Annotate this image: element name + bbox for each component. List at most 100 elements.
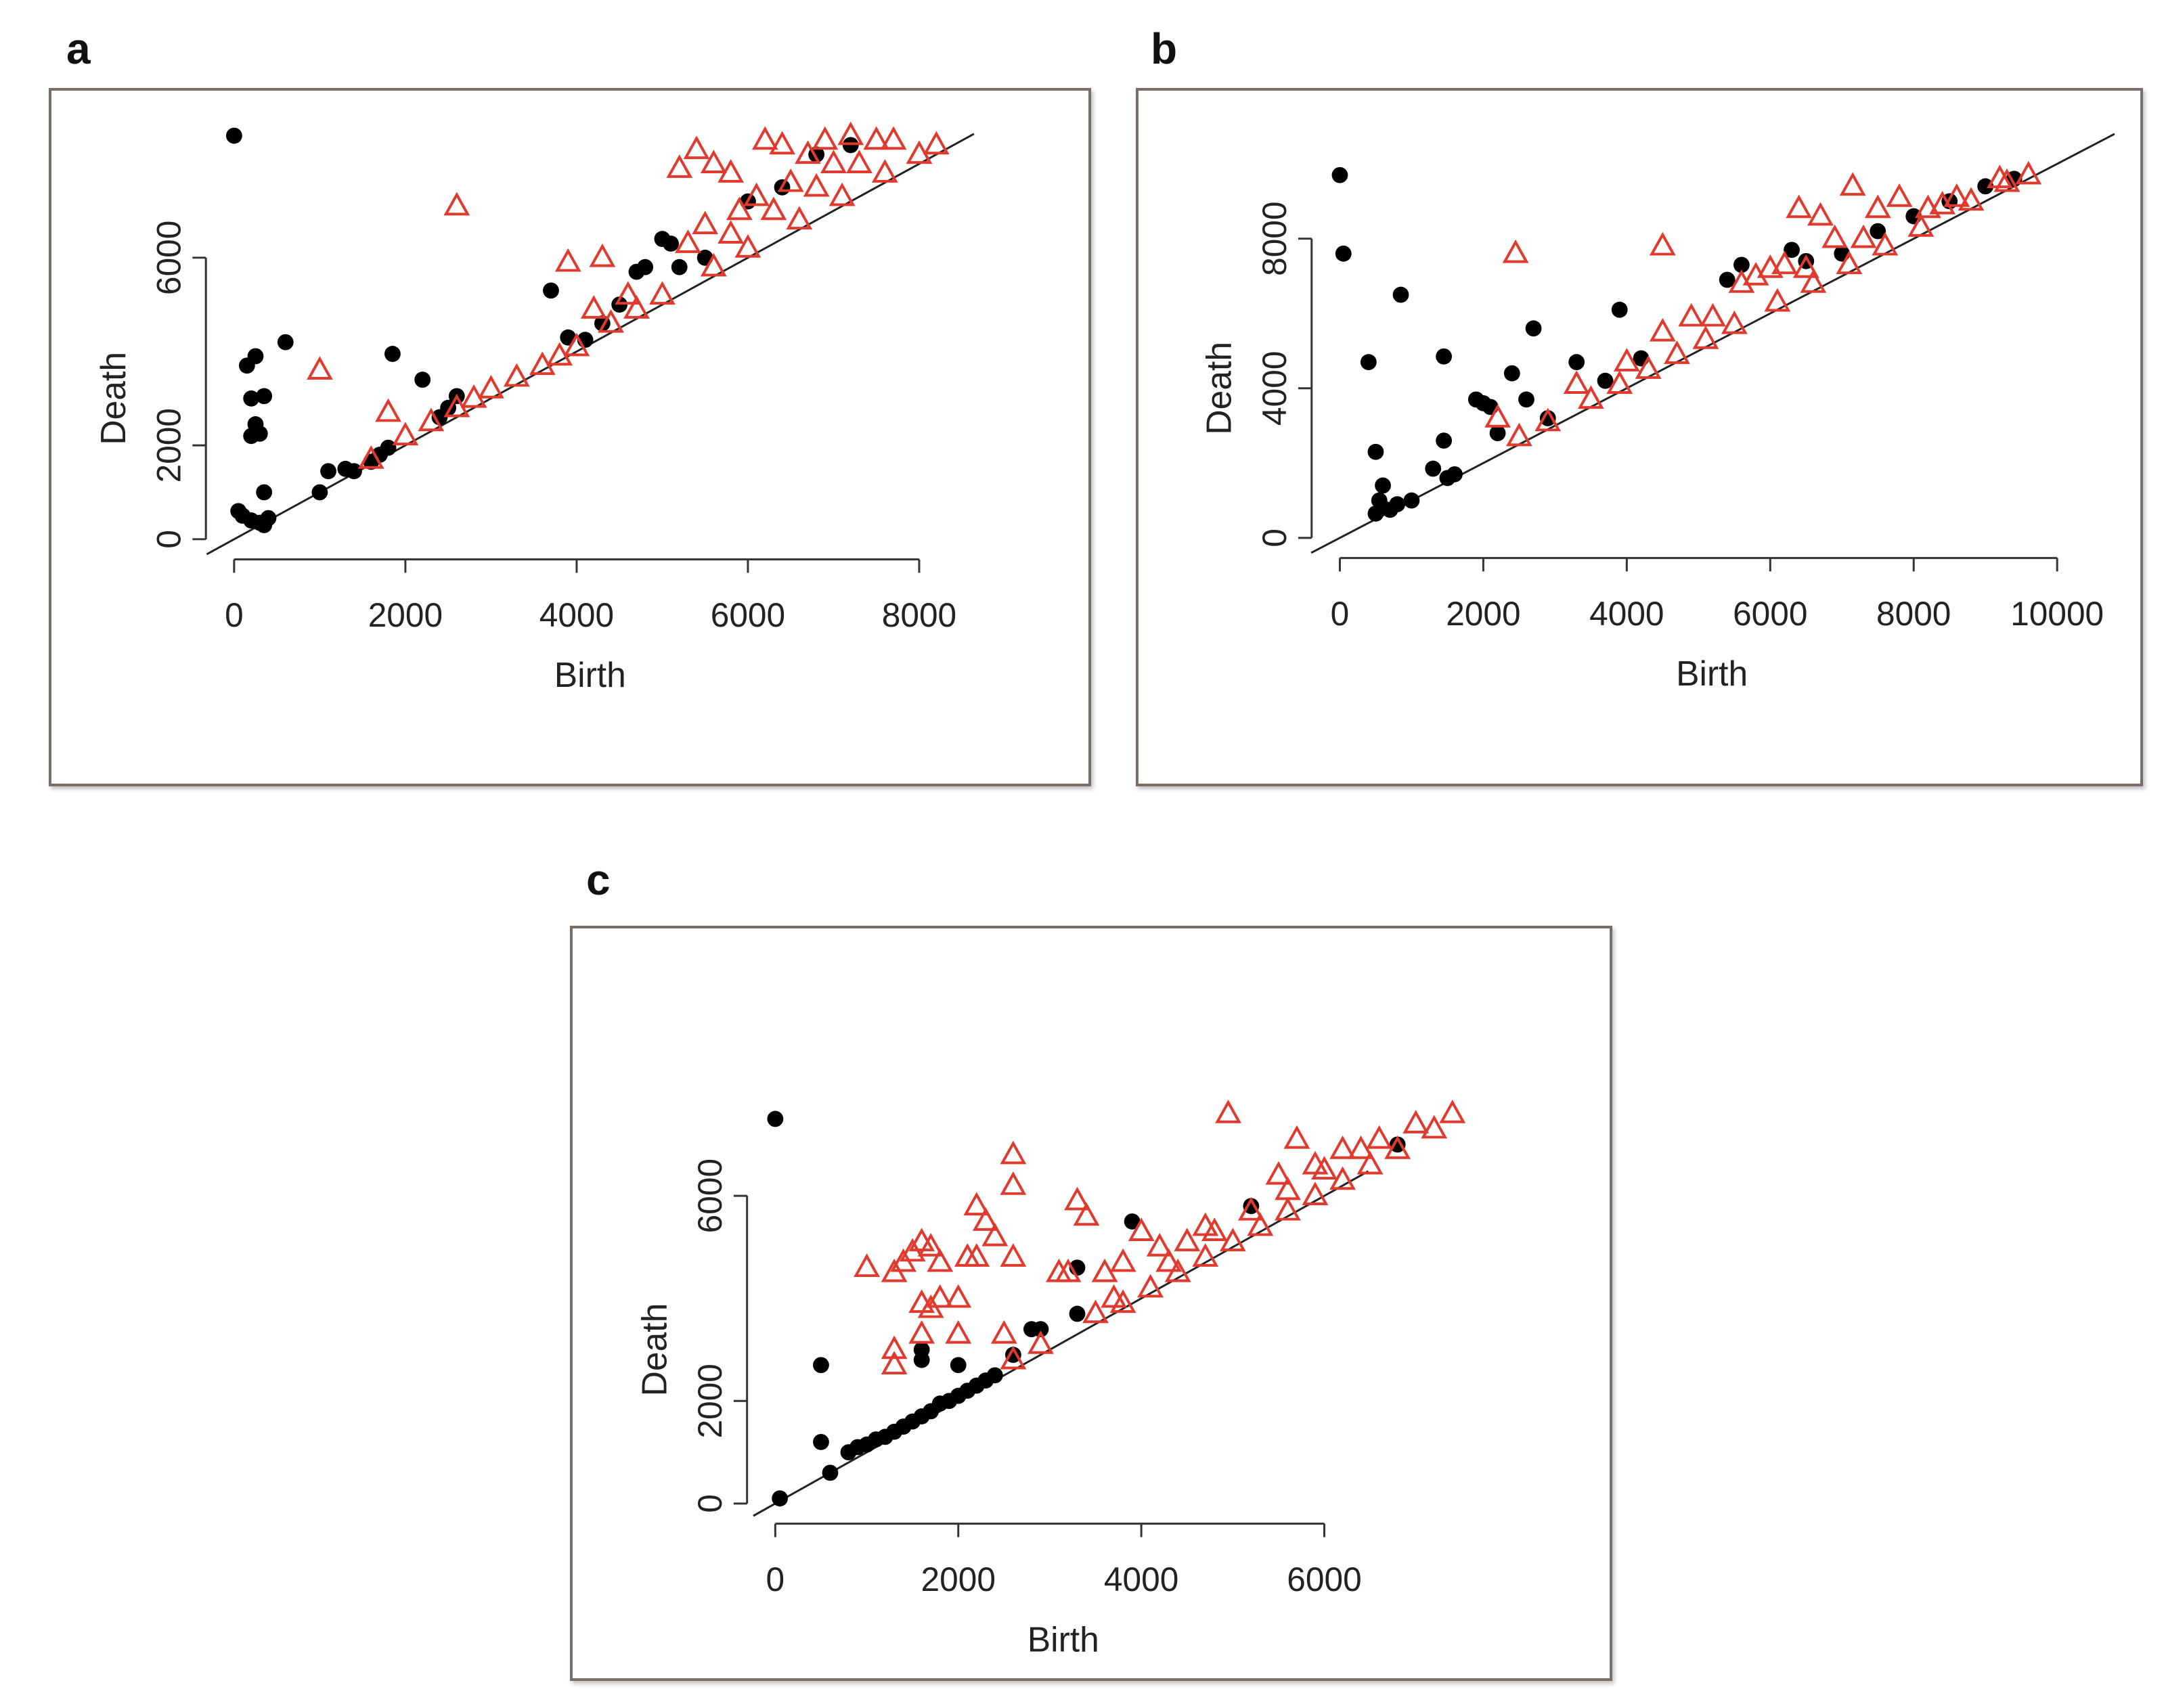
- data-point-triangle-c: [1439, 1099, 1466, 1123]
- data-point-triangle-c: [1000, 1243, 1027, 1267]
- data-point-circle-c: [1004, 1347, 1021, 1363]
- data-point-triangle-c: [881, 1335, 908, 1359]
- data-point-triangle-c: [1356, 1150, 1384, 1175]
- data-point-circle-c: [986, 1367, 1003, 1384]
- x-tick-label-c: 6000: [1287, 1560, 1361, 1598]
- data-point-circle-b: [1568, 354, 1585, 370]
- x-tick-label-a: 0: [225, 596, 244, 634]
- data-point-triangle-c: [1201, 1217, 1228, 1241]
- data-point-circle-a: [663, 235, 679, 252]
- x-tick-label-b: 10000: [2010, 595, 2104, 633]
- data-point-triangle-b: [1721, 310, 1748, 334]
- data-point-triangle-a: [649, 281, 676, 305]
- data-point-circle-c: [1124, 1213, 1141, 1230]
- data-point-circle-b: [1335, 245, 1352, 262]
- data-point-triangle-c: [945, 1320, 972, 1344]
- data-point-circle-c: [772, 1490, 789, 1507]
- data-point-circle-a: [256, 484, 273, 501]
- data-point-circle-a: [277, 334, 294, 351]
- data-point-triangle-a: [375, 398, 402, 422]
- data-point-circle-a: [671, 259, 688, 275]
- chart-frame-b: 0 2000 4000 6000 8000 10000 0 4000 8000 Birth Deat…: [1136, 88, 2143, 786]
- data-point-triangle-c: [1366, 1125, 1393, 1149]
- data-point-triangle-a: [820, 150, 847, 173]
- data-point-triangle-a: [717, 159, 745, 183]
- x-axis-label-b: Birth: [1676, 654, 1748, 693]
- x-tick-label-c: 4000: [1104, 1560, 1178, 1598]
- data-point-circle-b: [1611, 301, 1628, 318]
- data-point-triangle-b: [1577, 385, 1604, 409]
- data-point-triangle-b: [1886, 183, 1913, 207]
- data-point-triangle-c: [963, 1243, 990, 1267]
- data-point-triangle-c: [972, 1207, 999, 1231]
- data-point-triangle-a: [880, 126, 907, 150]
- x-tick-label-a: 8000: [882, 596, 956, 634]
- data-point-triangle-c: [881, 1351, 908, 1375]
- data-point-circle-b: [1375, 477, 1391, 494]
- data-point-triangle-a: [923, 131, 950, 155]
- data-point-circle-b: [1733, 256, 1750, 273]
- data-point-circle-a: [380, 439, 397, 456]
- data-point-triangle-a: [392, 422, 419, 446]
- data-point-triangle-a: [837, 121, 864, 145]
- data-point-triangle-a: [666, 154, 693, 178]
- data-point-triangle-c: [1384, 1135, 1411, 1159]
- data-point-triangle-b: [1534, 407, 1562, 432]
- x-tick-label-a: 4000: [539, 596, 614, 634]
- x-tick-label-b: 6000: [1733, 595, 1807, 633]
- data-point-triangle-b: [1943, 183, 1970, 207]
- data-point-circle-a: [637, 259, 654, 275]
- data-point-triangle-c: [908, 1320, 935, 1344]
- data-point-triangle-c: [945, 1284, 972, 1308]
- data-point-triangle-c: [1283, 1125, 1310, 1149]
- data-point-triangle-c: [1000, 1345, 1027, 1370]
- data-point-circle-b: [1392, 286, 1409, 303]
- data-point-triangle-c: [917, 1294, 944, 1318]
- data-point-triangle-a: [615, 281, 642, 305]
- x-tick-label-b: 0: [1331, 595, 1350, 633]
- y-tick-label-c: 2000: [691, 1364, 729, 1438]
- data-point-circle-a: [346, 463, 362, 480]
- data-point-circle-a: [256, 388, 273, 405]
- data-point-triangle-a: [443, 192, 470, 216]
- data-point-triangle-c: [963, 1192, 990, 1216]
- data-point-triangle-a: [306, 356, 333, 380]
- data-point-triangle-a: [683, 135, 710, 160]
- data-point-circle-c: [1032, 1321, 1049, 1338]
- data-point-triangle-a: [743, 182, 770, 206]
- data-point-triangle-a: [812, 126, 839, 150]
- data-point-triangle-c: [1215, 1099, 1241, 1123]
- data-point-circle-b: [1525, 320, 1542, 337]
- data-point-triangle-c: [1275, 1196, 1301, 1221]
- y-tick-label-a: 0: [150, 530, 187, 549]
- data-point-circle-b: [1503, 365, 1520, 382]
- data-point-triangle-b: [1505, 422, 1532, 447]
- data-point-triangle-c: [1329, 1135, 1356, 1159]
- y-axis-label-b: Death: [1199, 342, 1239, 435]
- data-point-triangle-b: [1692, 325, 1719, 349]
- data-point-triangle-a: [478, 375, 504, 399]
- data-point-triangle-c: [1109, 1289, 1136, 1313]
- data-point-triangle-a: [563, 332, 590, 357]
- data-point-triangle-c: [1421, 1115, 1448, 1139]
- data-point-circle-b: [1331, 166, 1348, 183]
- data-point-circle-b: [1425, 460, 1442, 477]
- data-point-triangle-b: [1664, 340, 1690, 364]
- data-point-circle-b: [1446, 466, 1463, 482]
- data-point-triangle-a: [795, 140, 821, 164]
- data-point-triangle-a: [700, 150, 727, 173]
- data-point-triangle-b: [1993, 168, 2020, 192]
- x-tick-label-a: 2000: [368, 596, 443, 634]
- y-tick-label-a: 6000: [150, 221, 187, 295]
- data-point-triangle-b: [1771, 250, 1798, 275]
- data-point-triangle-c: [1311, 1156, 1338, 1180]
- y-tick-label-b: 8000: [1256, 202, 1294, 276]
- data-point-triangle-b: [1836, 250, 1863, 275]
- data-point-circle-c: [1069, 1305, 1086, 1322]
- data-point-triangle-b: [1786, 194, 1813, 219]
- data-point-circle-a: [842, 137, 859, 154]
- data-point-triangle-c: [1329, 1166, 1356, 1190]
- data-point-triangle-b: [2015, 160, 2042, 185]
- data-point-triangle-c: [927, 1284, 954, 1308]
- data-point-triangle-a: [717, 220, 745, 244]
